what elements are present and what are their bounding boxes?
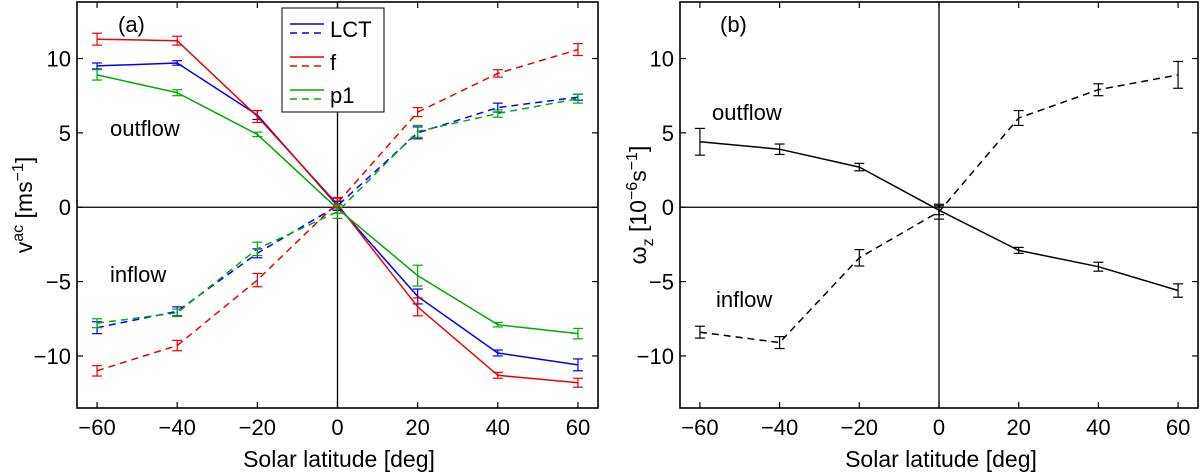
error-bar-p1-inflow bbox=[492, 109, 503, 118]
panel-a-annotation-inflow: inflow bbox=[110, 262, 166, 287]
error-bar-inflow bbox=[1013, 109, 1024, 127]
panel-a-xtick-label: −40 bbox=[159, 415, 196, 440]
error-bar-f-inflow bbox=[252, 272, 263, 288]
error-bar-lct-outflow bbox=[492, 349, 503, 357]
panel-a-xlabel: Solar latitude [deg] bbox=[243, 446, 435, 472]
legend-item-p1: p1 bbox=[290, 83, 354, 108]
error-bar-f-outflow bbox=[572, 377, 583, 388]
panel-b-ytick-label: 10 bbox=[650, 47, 674, 72]
panel-a-label: (a) bbox=[118, 12, 145, 37]
panel-a-xtick-label: 60 bbox=[566, 415, 590, 440]
error-bar-f-inflow bbox=[572, 43, 583, 57]
panel-a-xtick-label: 40 bbox=[486, 415, 510, 440]
error-bar-lct-outflow bbox=[172, 60, 183, 66]
error-bar-outflow bbox=[694, 127, 705, 156]
error-bar-lct-outflow bbox=[92, 62, 103, 70]
panel-b-annotation-outflow: outflow bbox=[712, 100, 782, 125]
panel-b-ytick-label: 0 bbox=[662, 195, 674, 220]
panel-b-xtick-label: 0 bbox=[933, 415, 945, 440]
panel-a-chart: −60 −40 −20 0 20 40 60 −10 −5 0 5 10 (a) outflow in… bbox=[10, 1, 599, 472]
panel-b-label: (b) bbox=[720, 12, 747, 37]
error-bar-outflow bbox=[1013, 246, 1024, 254]
error-bar-outflow bbox=[1093, 261, 1104, 272]
error-bar-f-inflow bbox=[412, 106, 423, 118]
panel-b-annotation-inflow: inflow bbox=[716, 287, 772, 312]
error-bar-outflow bbox=[774, 143, 785, 156]
error-bar-inflow bbox=[1093, 83, 1104, 97]
panel-b-ytick-label: −5 bbox=[649, 270, 674, 295]
error-bar-p1-outflow bbox=[492, 321, 503, 328]
panel-b-series bbox=[694, 60, 1184, 350]
panel-a-ytick-label: 10 bbox=[47, 47, 71, 72]
panel-b-xtick-label: 40 bbox=[1086, 415, 1110, 440]
legend-item-lct: LCT bbox=[290, 17, 372, 42]
error-bar-outflow bbox=[1173, 283, 1184, 298]
panel-b-ytick-label: −10 bbox=[637, 344, 674, 369]
error-bar-p1-inflow bbox=[92, 318, 103, 329]
panel-a-xtick-label: −60 bbox=[78, 415, 115, 440]
error-bar-inflow bbox=[854, 249, 865, 267]
panel-b-xtick-label: 20 bbox=[1006, 415, 1030, 440]
error-bar-f-outflow bbox=[92, 32, 103, 46]
error-bar-inflow bbox=[774, 336, 785, 350]
error-bar-f-inflow bbox=[172, 339, 183, 352]
panel-a-xtick-label: −20 bbox=[239, 415, 276, 440]
error-bar-f-outflow bbox=[172, 35, 183, 46]
panel-a-ytick-label: 5 bbox=[59, 121, 71, 146]
panel-b-xtick-label: −40 bbox=[761, 415, 798, 440]
error-bar-f-outflow bbox=[492, 371, 503, 379]
error-bar-f-outflow bbox=[412, 297, 423, 317]
legend-box bbox=[281, 7, 385, 113]
error-bar-p1-outflow bbox=[172, 89, 183, 97]
panel-b-xtick-label: 60 bbox=[1166, 415, 1190, 440]
error-bar-f-outflow bbox=[252, 109, 263, 124]
panel-b-ticks: −60 −40 −20 0 20 40 60 −10 −5 0 5 10 bbox=[637, 2, 1198, 440]
error-bar-p1-outflow bbox=[572, 327, 583, 340]
panel-b-chart: −60 −40 −20 0 20 40 60 −10 −5 0 5 10 (b) outflow in… bbox=[624, 1, 1199, 472]
panel-a-legend: LCT f p1 bbox=[281, 7, 385, 113]
error-bar-p1-outflow bbox=[412, 264, 423, 287]
error-bar-p1-inflow bbox=[332, 204, 343, 219]
error-bar-f-inflow bbox=[492, 69, 503, 78]
legend-label-lct: LCT bbox=[330, 17, 372, 42]
panel-b-xtick-label: −20 bbox=[841, 415, 878, 440]
error-bar-inflow bbox=[1173, 60, 1184, 89]
legend-label-f: f bbox=[330, 50, 337, 75]
panel-a-ytick-label: −5 bbox=[46, 270, 71, 295]
legend-label-p1: p1 bbox=[330, 83, 354, 108]
panel-a-ticks: −60 −40 −20 0 20 40 60 −10 −5 0 5 10 bbox=[34, 2, 598, 440]
error-bar-p1-inflow bbox=[412, 124, 423, 138]
error-bar-outflow bbox=[854, 162, 865, 172]
panel-a-ylabel: vac [ms−1] bbox=[10, 157, 37, 254]
panel-b-ytick-label: 5 bbox=[662, 121, 674, 146]
error-bar-p1-outflow bbox=[252, 131, 263, 138]
panel-b-ylabel: ωz [10−6s−1] bbox=[624, 146, 657, 265]
panel-a-xtick-label: 0 bbox=[331, 415, 343, 440]
error-bar-lct-outflow bbox=[572, 358, 583, 372]
error-bar-inflow bbox=[934, 203, 944, 220]
error-bar-f-inflow bbox=[92, 365, 103, 377]
error-bar-inflow bbox=[694, 325, 705, 339]
panel-a-ytick-label: −10 bbox=[34, 344, 71, 369]
error-bar-p1-inflow bbox=[172, 308, 183, 318]
panel-b-xlabel: Solar latitude [deg] bbox=[845, 446, 1037, 472]
panel-a-annotation-outflow: outflow bbox=[110, 116, 180, 141]
panel-a-ytick-label: 0 bbox=[59, 195, 71, 220]
error-bar-p1-inflow bbox=[252, 241, 263, 257]
panel-b-xtick-label: −60 bbox=[681, 415, 718, 440]
panel-a-series bbox=[92, 32, 583, 388]
panel-a-xtick-label: 20 bbox=[405, 415, 429, 440]
error-bar-p1-inflow bbox=[572, 93, 583, 104]
error-bar-p1-outflow bbox=[92, 69, 103, 81]
legend-item-f: f bbox=[290, 50, 337, 75]
